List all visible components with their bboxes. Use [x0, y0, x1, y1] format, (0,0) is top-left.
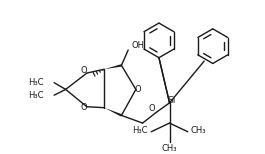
Text: Si: Si: [167, 96, 176, 105]
Text: O: O: [149, 104, 156, 113]
Text: CH₃: CH₃: [191, 126, 206, 135]
Text: O: O: [81, 103, 87, 112]
Text: O: O: [81, 66, 87, 75]
Text: H₃C: H₃C: [28, 91, 43, 100]
Text: CH₃: CH₃: [162, 144, 177, 153]
Text: OH: OH: [131, 41, 144, 50]
Polygon shape: [104, 108, 122, 116]
Text: O: O: [134, 85, 141, 94]
Polygon shape: [104, 64, 122, 69]
Text: H₃C: H₃C: [28, 78, 43, 87]
Text: H₃C: H₃C: [132, 126, 147, 135]
